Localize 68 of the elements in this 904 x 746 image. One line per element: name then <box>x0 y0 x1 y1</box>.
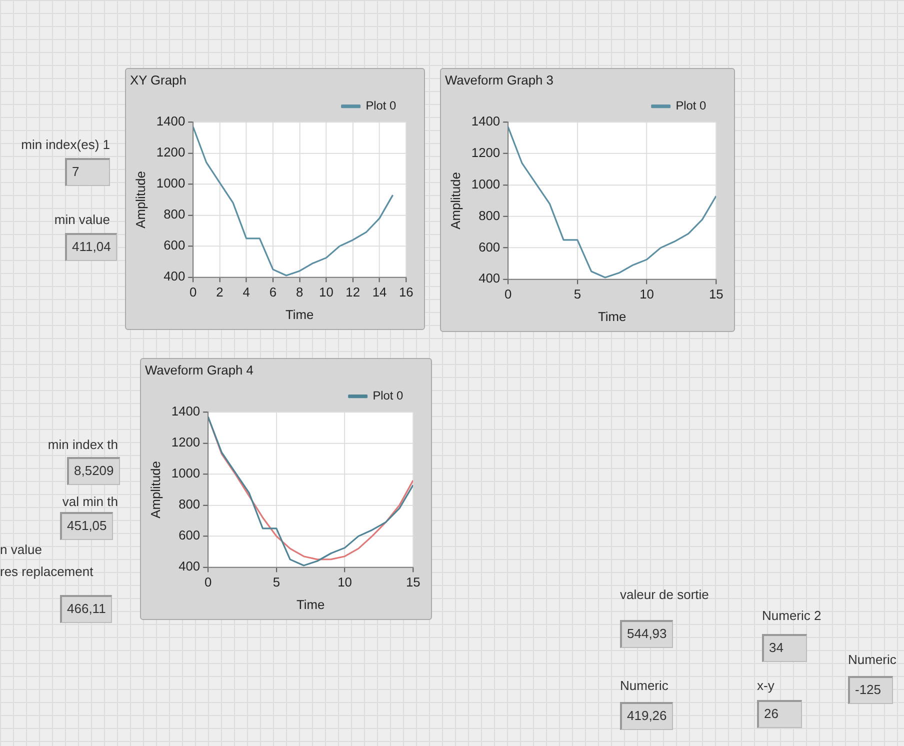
x-tick-label: 0 <box>204 574 212 590</box>
text: Numeric <box>620 678 668 693</box>
numeric-field: 8,5209 <box>67 457 120 485</box>
y-tick-label: 600 <box>178 528 200 543</box>
x-tick-label: 5 <box>574 286 582 302</box>
legend-label: Plot 0 <box>366 98 397 113</box>
legend-label: Plot 0 <box>372 388 404 403</box>
chart-title: Waveform Graph 3 <box>444 72 554 88</box>
text: res replacement <box>0 564 94 579</box>
chart-title: XY Graph <box>130 72 186 88</box>
text: min value <box>54 212 110 227</box>
chart-title: Waveform Graph 4 <box>144 362 254 378</box>
text: x-y <box>757 678 774 693</box>
x-tick-label: 8 <box>296 284 304 300</box>
y-tick-label: 1400 <box>471 114 500 129</box>
x-tick-label: 10 <box>640 286 654 302</box>
x-tick-label: 4 <box>242 284 250 300</box>
text: valeur de sortie <box>620 587 709 602</box>
x-tick-label: 10 <box>338 574 352 590</box>
y-tick-label: 1000 <box>171 466 200 481</box>
x-tick-label: 5 <box>272 574 280 590</box>
text: min index(es) 1 <box>21 137 110 152</box>
x-axis-title: Time <box>286 306 314 322</box>
y-tick-label: 400 <box>478 270 500 286</box>
numeric-field: 26 <box>757 700 802 728</box>
text: Numeric 2 <box>762 608 822 623</box>
numeric-field: 34 <box>762 634 807 662</box>
x-tick-label: 14 <box>372 284 387 300</box>
y-tick-label: 800 <box>164 206 186 222</box>
x-tick-label: 0 <box>504 286 512 302</box>
text: Numeric <box>848 652 896 667</box>
y-axis-title: Amplitude <box>448 172 464 230</box>
y-axis-title: Amplitude <box>133 171 148 228</box>
x-tick-label: 16 <box>398 284 414 300</box>
numeric-field: 411,04 <box>65 233 117 261</box>
x-tick-label: 2 <box>216 284 224 300</box>
y-tick-label: 1400 <box>171 404 200 419</box>
y-tick-label: 1000 <box>471 176 500 192</box>
x-tick-label: 15 <box>708 286 724 302</box>
numeric-field: 451,05 <box>60 512 113 540</box>
y-tick-label: 400 <box>164 268 186 284</box>
y-tick-label: 600 <box>478 239 500 254</box>
x-tick-label: 15 <box>406 574 420 590</box>
numeric-field: 419,26 <box>620 702 673 730</box>
y-tick-label: 1200 <box>471 145 500 160</box>
x-tick-label: 10 <box>319 284 334 300</box>
text: val min th <box>62 494 118 509</box>
x-tick-label: 6 <box>269 284 277 300</box>
text: min index th <box>48 437 118 452</box>
y-tick-label: 1000 <box>156 176 186 191</box>
x-tick-label: 12 <box>346 284 360 300</box>
y-axis-title: Amplitude <box>148 461 164 518</box>
y-tick-label: 1200 <box>156 144 186 160</box>
numeric-field: 7 <box>65 158 110 186</box>
x-axis-title: Time <box>296 596 325 612</box>
y-tick-label: 1200 <box>171 434 200 450</box>
legend-label: Plot 0 <box>676 98 707 113</box>
y-tick-label: 1400 <box>156 114 186 129</box>
numeric-field: 544,93 <box>620 620 673 648</box>
y-tick-label: 800 <box>478 208 500 223</box>
text: n value <box>0 542 42 557</box>
numeric-field: 466,11 <box>60 595 112 623</box>
y-tick-label: 400 <box>178 558 200 574</box>
x-tick-label: 0 <box>189 284 197 300</box>
numeric-field: -125 <box>848 676 893 704</box>
y-tick-label: 600 <box>164 238 186 253</box>
y-tick-label: 800 <box>178 496 200 512</box>
x-axis-title: Time <box>598 308 626 324</box>
